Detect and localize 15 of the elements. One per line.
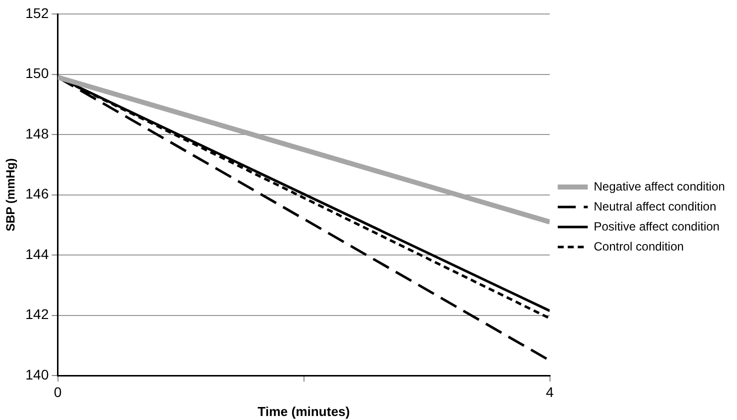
y-tick-label: 140 — [25, 366, 49, 382]
x-tick-label: 4 — [546, 384, 554, 400]
y-tick-label: 144 — [25, 246, 49, 262]
y-axis-title: SBP (mmHg) — [4, 158, 18, 232]
y-tick-label: 150 — [25, 65, 49, 82]
y-tick-label: 148 — [25, 125, 49, 142]
x-axis-title: Time (minutes) — [258, 404, 350, 419]
y-tick-label: 146 — [25, 186, 49, 202]
y-tick-label: 142 — [25, 306, 49, 322]
y-tick-label: 152 — [25, 4, 49, 21]
legend-label: Neutral affect condition — [594, 199, 716, 214]
legend-label: Negative affect condition — [594, 179, 725, 194]
legend-label: Control condition — [594, 239, 684, 254]
x-tick-label: 0 — [54, 384, 62, 400]
legend-label: Positive affect condition — [594, 219, 720, 234]
